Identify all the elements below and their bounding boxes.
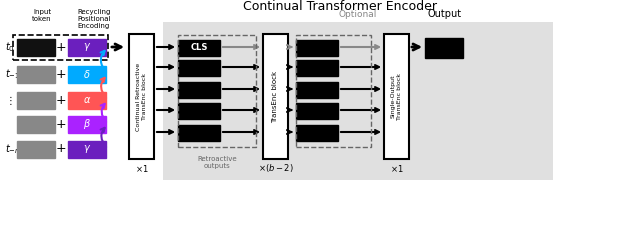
Bar — [178, 40, 220, 56]
Text: $t_{-1}$: $t_{-1}$ — [5, 67, 20, 81]
Text: +: + — [56, 94, 67, 106]
Text: Continual Transformer Encoder: Continual Transformer Encoder — [243, 0, 437, 13]
Bar — [17, 39, 55, 56]
Bar — [68, 39, 106, 56]
Bar — [68, 141, 106, 158]
Bar — [13, 35, 108, 60]
Bar — [178, 35, 256, 147]
Text: +: + — [56, 41, 67, 54]
Text: $t_{-n}$: $t_{-n}$ — [5, 142, 20, 156]
Text: +: + — [56, 142, 67, 155]
Text: $γ$: $γ$ — [83, 41, 91, 53]
Text: $t_0$: $t_0$ — [5, 40, 15, 54]
Bar — [178, 60, 220, 76]
Bar — [178, 125, 220, 141]
Text: $β$: $β$ — [83, 117, 91, 131]
Bar — [17, 116, 55, 133]
Bar — [17, 92, 55, 109]
Text: $α$: $α$ — [83, 95, 91, 105]
Bar — [296, 40, 338, 56]
Bar — [163, 22, 553, 180]
Text: $\vdots$: $\vdots$ — [5, 94, 12, 106]
Text: $\times 1$: $\times 1$ — [135, 163, 148, 173]
Bar — [68, 66, 106, 83]
Bar — [296, 82, 338, 98]
Text: Single-Output
TransEnc block: Single-Output TransEnc block — [391, 73, 402, 120]
Bar — [129, 34, 154, 159]
Bar — [384, 34, 409, 159]
Text: TransEnc block: TransEnc block — [273, 70, 278, 123]
Text: Retroactive
outputs: Retroactive outputs — [197, 156, 237, 169]
Text: Output: Output — [427, 9, 461, 19]
Bar — [296, 35, 371, 147]
Text: Optional: Optional — [339, 10, 377, 19]
Bar — [17, 66, 55, 83]
Text: $\times 1$: $\times 1$ — [390, 163, 403, 173]
Bar — [296, 60, 338, 76]
Text: +: + — [56, 118, 67, 131]
Text: Recycling
Positional
Encoding: Recycling Positional Encoding — [77, 9, 111, 29]
Bar — [68, 92, 106, 109]
Bar — [296, 103, 338, 119]
Text: $\times(b-2)$: $\times(b-2)$ — [258, 162, 293, 174]
Bar — [17, 141, 55, 158]
Text: $γ$: $γ$ — [83, 143, 91, 155]
Bar — [296, 125, 338, 141]
Text: Input
token: Input token — [32, 9, 52, 22]
Bar — [263, 34, 288, 159]
Text: CLS: CLS — [190, 42, 208, 51]
Bar — [178, 82, 220, 98]
Text: +: + — [56, 68, 67, 81]
Text: $δ$: $δ$ — [83, 68, 91, 80]
Bar — [178, 103, 220, 119]
Bar — [425, 38, 463, 58]
Bar — [68, 116, 106, 133]
Text: Continual Retroactive
TransEnc block: Continual Retroactive TransEnc block — [136, 62, 147, 131]
